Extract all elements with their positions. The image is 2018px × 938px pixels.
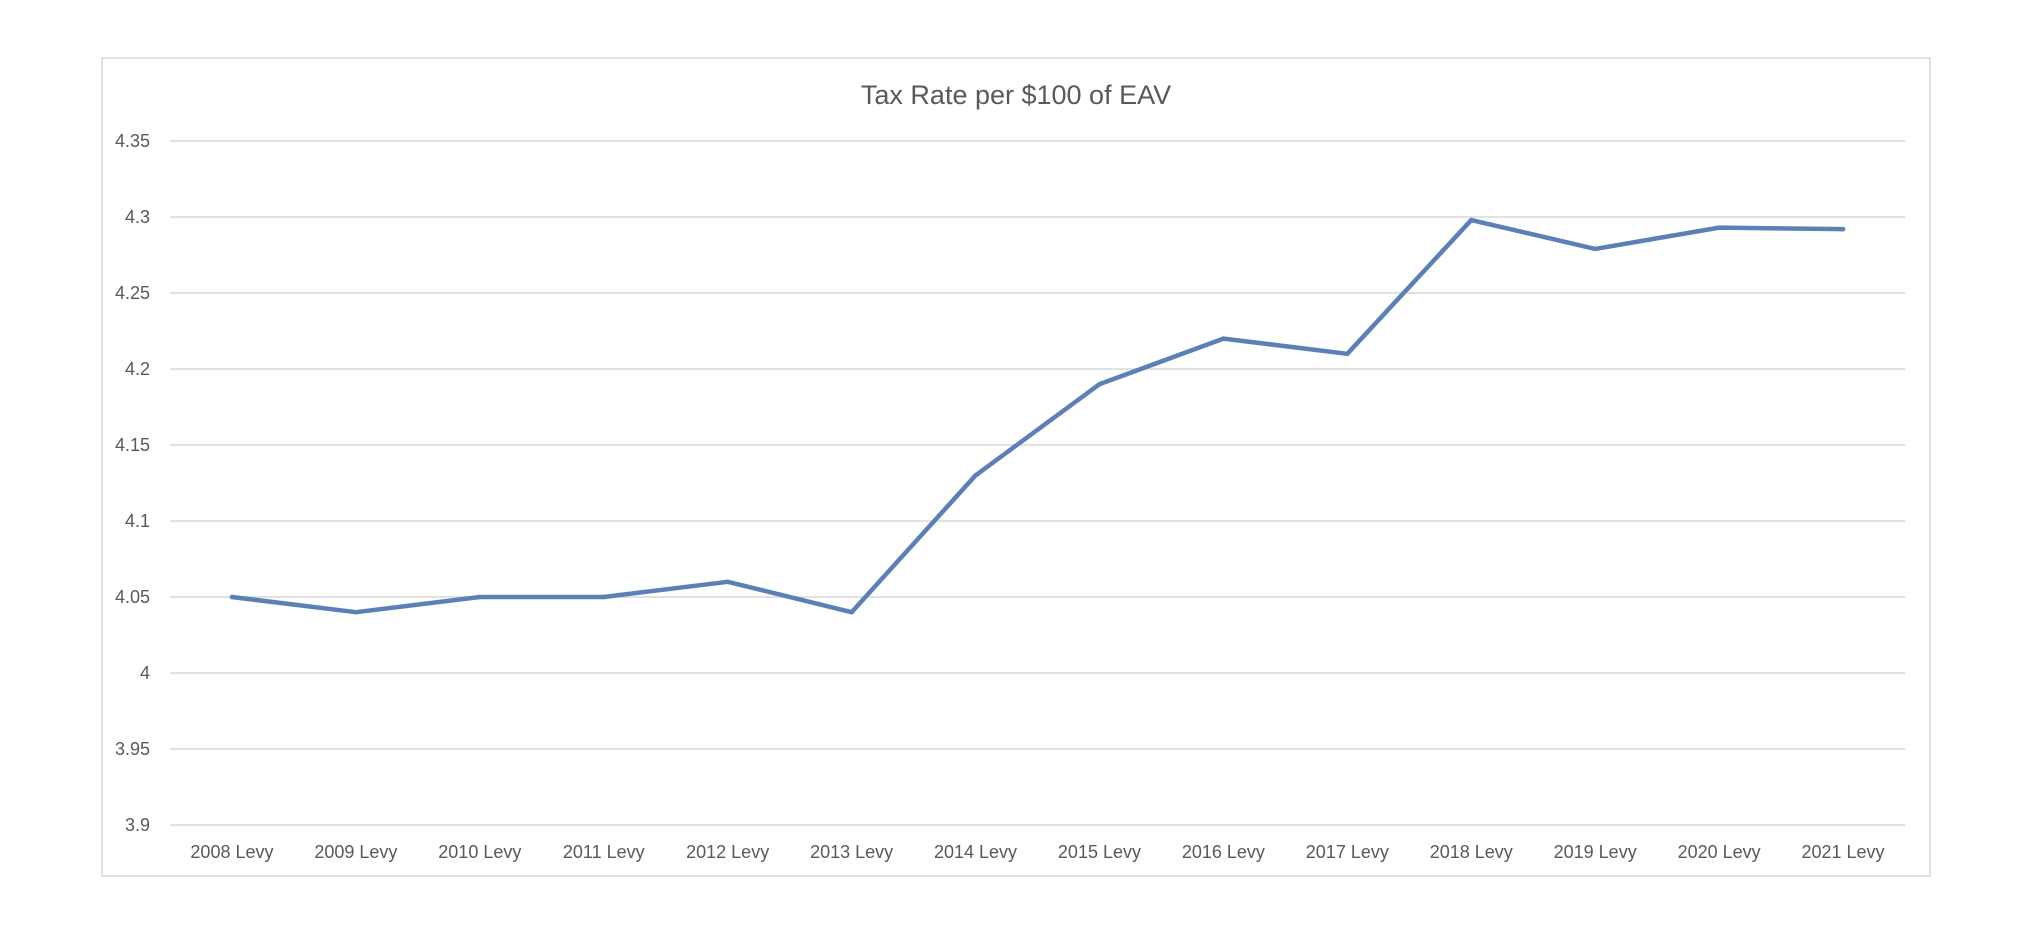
x-tick-label: 2020 Levy: [1678, 842, 1761, 862]
data-point: [1840, 226, 1846, 232]
data-point: [1592, 246, 1598, 252]
x-tick-label: 2010 Levy: [438, 842, 521, 862]
y-tick-label: 4.2: [125, 359, 150, 379]
x-tick-label: 2011 Levy: [563, 842, 645, 862]
x-tick-label: 2008 Levy: [190, 842, 273, 862]
y-tick-label: 4.35: [115, 131, 150, 151]
x-tick-label: 2015 Levy: [1058, 842, 1141, 862]
gridlines: [170, 140, 1905, 826]
data-point: [229, 594, 235, 600]
data-point: [1097, 381, 1102, 387]
x-axis-tick-labels: 2008 Levy 2009 Levy 2010 Levy 2011 Levy 2012…: [190, 842, 1884, 862]
y-tick-label: 3.95: [115, 739, 150, 759]
x-tick-label: 2019 Levy: [1554, 842, 1637, 862]
data-point: [1469, 217, 1474, 223]
y-tick-label: 4.25: [115, 283, 150, 303]
x-tick-label: 2013 Levy: [810, 842, 893, 862]
y-tick-label: 4.15: [115, 435, 150, 455]
series-group: [229, 217, 1846, 615]
y-tick-label: 4.3: [125, 207, 150, 227]
y-tick-label: 3.9: [125, 815, 150, 835]
x-tick-label: 2018 Levy: [1430, 842, 1513, 862]
chart-title: Tax Rate per $100 of EAV: [861, 80, 1171, 110]
y-tick-label: 4.1: [125, 511, 150, 531]
x-tick-label: 2014 Levy: [934, 842, 1017, 862]
y-tick-label: 4: [140, 663, 150, 683]
series-line: [229, 217, 1846, 615]
x-tick-label: 2021 Levy: [1801, 842, 1884, 862]
x-tick-label: 2016 Levy: [1182, 842, 1265, 862]
data-point: [601, 594, 606, 600]
data-point: [1221, 336, 1226, 341]
data-point: [849, 609, 854, 615]
y-axis-tick-labels: 3.9 3.95 4 4.05 4.1 4.15 4.2 4.25 4.3 4.35: [115, 131, 150, 835]
data-point: [725, 579, 730, 585]
data-point: [353, 609, 359, 615]
data-point: [973, 473, 978, 478]
x-tick-label: 2017 Levy: [1306, 842, 1389, 862]
data-point: [1345, 351, 1350, 357]
x-tick-label: 2009 Levy: [314, 842, 397, 862]
data-point: [477, 594, 483, 600]
y-tick-label: 4.05: [115, 587, 150, 607]
data-point: [1716, 225, 1722, 230]
x-tick-label: 2012 Levy: [686, 842, 769, 862]
chart-area-border: [101, 57, 1931, 877]
